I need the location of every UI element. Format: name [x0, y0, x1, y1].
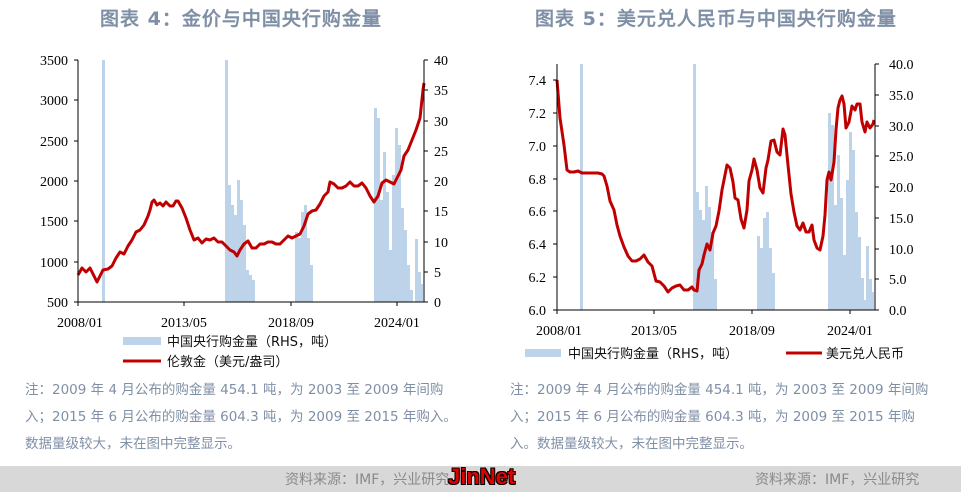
svg-text:7.4: 7.4	[529, 74, 547, 89]
svg-text:6.0: 6.0	[529, 304, 547, 319]
chart4-source: 资料来源：IMF，兴业研究	[285, 472, 450, 488]
svg-text:2000: 2000	[40, 175, 68, 190]
svg-text:2008/01: 2008/01	[536, 324, 582, 339]
svg-text:5.0: 5.0	[889, 273, 907, 288]
chart4-right-ticks: 40 35 30 25 20 15 10 5 0	[434, 54, 448, 311]
svg-text:6.4: 6.4	[529, 238, 547, 253]
svg-text:2024/01: 2024/01	[374, 316, 420, 331]
svg-text:25.0: 25.0	[889, 150, 914, 165]
svg-text:40: 40	[434, 54, 448, 69]
svg-text:0.0: 0.0	[889, 304, 907, 319]
chart4-axes	[74, 59, 428, 306]
chart4-title: 图表 4：金价与中国央行购金量	[100, 8, 382, 30]
svg-text:2018/09: 2018/09	[729, 324, 775, 339]
source-footer: 资料来源：IMF，兴业研究 资料来源：IMF，兴业研究 JinNet	[0, 464, 961, 492]
svg-text:2013/05: 2013/05	[631, 324, 677, 339]
chart5-x-ticks: 2008/01 2013/05 2018/09 2024/01	[536, 324, 873, 339]
chart5-title: 图表 5：美元兑人民币与中国央行购金量	[535, 8, 897, 30]
svg-text:3000: 3000	[40, 94, 68, 109]
svg-text:10: 10	[434, 236, 448, 251]
chart5-left-ticks: 7.4 7.2 7.0 6.8 6.6 6.4 6.2 6.0	[529, 74, 547, 319]
svg-text:7.2: 7.2	[529, 107, 547, 122]
svg-text:5: 5	[434, 266, 441, 281]
chart5-usdcny-line	[555, 79, 876, 294]
chart5-right-ticks: 40.0 35.0 30.0 25.0 20.0 15.0 10.0 5.0 0.0	[889, 58, 914, 319]
legend-bar-swatch	[525, 349, 561, 357]
svg-text:6.6: 6.6	[529, 205, 547, 220]
legend-line-label: 伦敦金（美元/盎司）	[167, 354, 288, 370]
svg-text:25: 25	[434, 145, 448, 160]
chart4-gold-price-line	[76, 82, 426, 284]
svg-text:0: 0	[434, 296, 441, 311]
chart5-legend: 中国央行购金量（RHS，吨） 美元兑人民币	[525, 346, 904, 362]
svg-text:6.2: 6.2	[529, 271, 547, 286]
svg-text:6.8: 6.8	[529, 173, 547, 188]
svg-text:20: 20	[434, 175, 448, 190]
svg-text:15.0: 15.0	[889, 212, 914, 227]
svg-text:2008/01: 2008/01	[57, 316, 103, 331]
svg-text:30.0: 30.0	[889, 120, 914, 135]
svg-text:1000: 1000	[40, 256, 68, 271]
charts-canvas: 3500 3000 2500 2000 1500 1000 500 40 35 30 25 20…	[40, 54, 914, 370]
chart4-x-ticks: 2008/01 2013/05 2018/09 2024/01	[57, 316, 420, 331]
chart4-legend: 中国央行购金量（RHS，吨） 伦敦金（美元/盎司）	[123, 334, 337, 370]
chart4-bars	[102, 60, 423, 302]
svg-text:2013/05: 2013/05	[161, 316, 207, 331]
svg-text:10.0: 10.0	[889, 243, 914, 258]
svg-text:500: 500	[47, 296, 68, 311]
chart5-bars	[580, 64, 874, 310]
svg-text:2500: 2500	[40, 135, 68, 150]
svg-text:15: 15	[434, 205, 448, 220]
legend-bar-label: 中国央行购金量（RHS，吨）	[568, 346, 738, 362]
chart5-note: 注：2009 年 4 月公布的购金量 454.1 吨，为 2003 至 2009…	[510, 382, 929, 452]
chart4-note: 注：2009 年 4 月公布的购金量 454.1 吨，为 2003 至 2009…	[25, 382, 457, 452]
chart4-left-ticks: 3500 3000 2500 2000 1500 1000 500	[40, 54, 68, 311]
svg-text:35: 35	[434, 84, 448, 99]
svg-text:35.0: 35.0	[889, 89, 914, 104]
svg-text:40.0: 40.0	[889, 58, 914, 73]
watermark-logo: JinNet	[448, 464, 516, 489]
chart5-axes	[553, 63, 879, 314]
legend-line-label: 美元兑人民币	[826, 347, 904, 362]
legend-bar-swatch	[123, 337, 161, 345]
svg-text:1500: 1500	[40, 215, 68, 230]
chart5-source: 资料来源：IMF，兴业研究	[755, 472, 920, 488]
svg-text:30: 30	[434, 115, 448, 130]
svg-text:2018/09: 2018/09	[268, 316, 314, 331]
legend-bar-label: 中国央行购金量（RHS，吨）	[167, 334, 337, 350]
svg-text:3500: 3500	[40, 54, 68, 69]
svg-text:20.0: 20.0	[889, 181, 914, 196]
svg-text:2024/01: 2024/01	[827, 324, 873, 339]
svg-text:7.0: 7.0	[529, 140, 547, 155]
